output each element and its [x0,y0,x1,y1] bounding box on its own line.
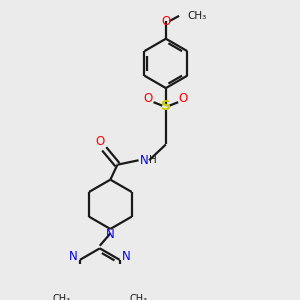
Text: CH₃: CH₃ [52,294,70,300]
Text: O: O [161,15,170,28]
Text: O: O [179,92,188,105]
Text: N: N [106,228,115,241]
Text: S: S [161,99,171,113]
Text: N: N [140,154,148,167]
Text: CH₃: CH₃ [188,11,207,21]
Text: H: H [149,155,157,165]
Text: O: O [95,135,104,148]
Text: CH₃: CH₃ [129,294,147,300]
Text: N: N [122,250,131,263]
Text: N: N [69,250,77,263]
Text: O: O [144,92,153,105]
